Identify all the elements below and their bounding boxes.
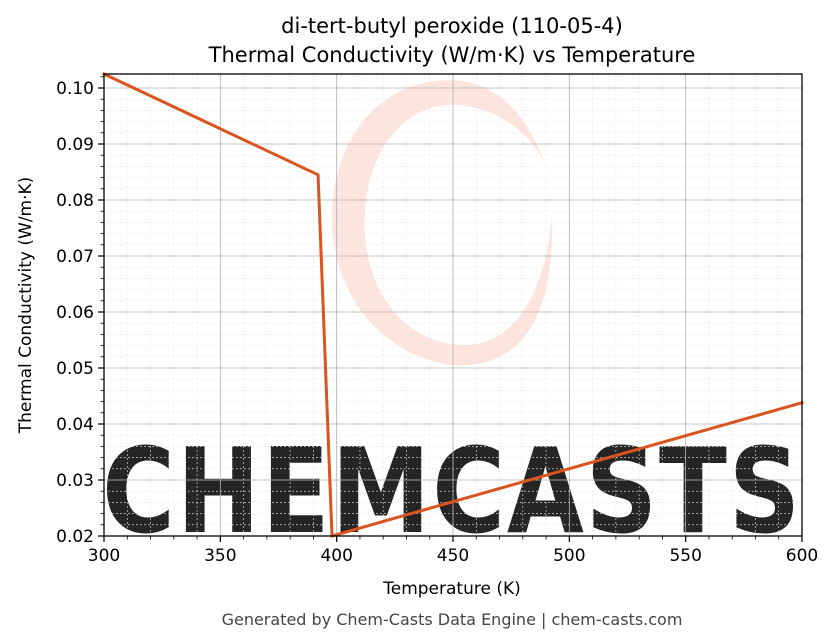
series-layer [102, 72, 804, 538]
x-axis-ticks: 300 350 400 450 500 550 600 [88, 536, 818, 566]
y-axis-ticks: 0.02 0.03 0.04 0.05 0.06 0.07 0.08 0.09 0.10 [56, 76, 104, 547]
chemcasts-watermark: CHEMCASTS [102, 80, 802, 560]
series-line [102, 72, 804, 538]
watermark-text: CHEMCASTS [102, 422, 802, 560]
y-tick-label: 0.08 [56, 191, 94, 211]
y-tick-label: 0.10 [56, 79, 94, 99]
y-tick-label: 0.09 [56, 135, 94, 155]
y-tick-label: 0.04 [56, 415, 94, 435]
chart-title: di-tert-butyl peroxide (110-05-4) [281, 14, 623, 38]
y-axis-label: Thermal Conductivity (W/m·K) [16, 177, 36, 435]
x-tick-label: 450 [437, 546, 469, 566]
y-tick-label: 0.07 [56, 247, 94, 267]
x-tick-label: 500 [553, 546, 585, 566]
y-tick-label: 0.02 [56, 527, 94, 547]
x-tick-label: 300 [88, 546, 120, 566]
x-tick-label: 350 [204, 546, 236, 566]
y-tick-label: 0.03 [56, 471, 94, 491]
footer-credit: Generated by Chem-Casts Data Engine | ch… [222, 610, 683, 629]
y-tick-label: 0.06 [56, 303, 94, 323]
chart-subtitle: Thermal Conductivity (W/m·K) vs Temperat… [208, 43, 696, 67]
x-tick-label: 600 [786, 546, 818, 566]
x-tick-label: 400 [320, 546, 352, 566]
x-tick-label: 550 [669, 546, 701, 566]
x-axis-label: Temperature (K) [382, 579, 521, 599]
y-tick-label: 0.05 [56, 359, 94, 379]
major-grid [103, 74, 803, 537]
